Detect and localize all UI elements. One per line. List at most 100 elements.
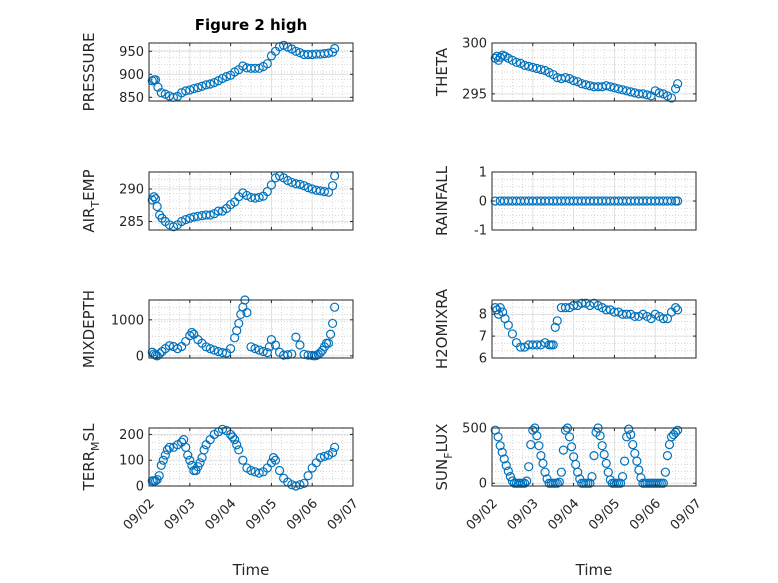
x-axis-label-right: Time [575,561,613,579]
y-tick-label: 500 [462,422,487,437]
data-point [666,196,677,206]
data-point [325,329,336,339]
data-point [609,307,620,317]
data-point [505,472,515,482]
data-point [328,181,338,191]
data-point [254,345,264,355]
data-point [511,57,522,67]
data-point [160,89,170,99]
data-point [495,441,505,451]
y-tick-label: 285 [119,215,144,230]
data-point [254,468,264,478]
data-point [221,71,232,82]
data-point [152,201,162,212]
data-point [262,348,272,358]
data-point [522,476,532,486]
data-point [560,303,571,313]
y-tick-label: 0 [479,477,487,492]
data-point [262,59,272,69]
data-point [642,90,652,100]
data-point [660,467,671,477]
data-point [319,186,330,197]
data-point [560,72,571,83]
subplot-air-temp: 285 290 AIRTEMP [80,169,354,233]
data-point [658,314,668,324]
data-point [201,342,211,352]
y-axis-label: PRESSURE [80,33,98,112]
data-point [189,83,199,94]
data-point [658,478,668,488]
data-point [613,84,624,94]
subplot-theta: 295 300 THETA [433,37,697,103]
data-point [160,450,170,460]
data-point [323,48,334,58]
y-axis-label: H2OMIXRA [433,288,451,369]
data-point [195,458,205,468]
data-point [330,43,340,54]
data-series [147,424,340,491]
axes-box [148,42,354,102]
data-point [534,441,544,451]
data-point [295,480,305,490]
data-point [295,179,305,189]
data-point [662,451,673,461]
data-point [520,60,530,70]
data-point [538,458,548,468]
data-point [303,183,313,193]
data-point [246,465,256,476]
data-point [156,88,166,98]
y-tick-label: 300 [462,37,487,52]
data-point [589,451,599,461]
data-point [291,46,301,56]
data-point [323,338,334,348]
data-point [507,329,518,339]
y-tick-label: -1 [474,224,487,239]
data-point [654,88,664,98]
data-point [254,63,264,73]
figure-title: Figure 2 high [195,16,308,34]
y-tick-label: 295 [462,87,487,102]
data-point [268,453,279,463]
data-point [493,432,503,442]
data-point [550,322,560,332]
data-point [498,307,508,317]
data-point [258,346,268,357]
axes-box [491,427,697,487]
data-point [158,455,168,465]
data-point [234,445,244,455]
data-point [238,61,248,71]
data-point [503,320,513,330]
data-point [209,77,219,88]
data-point [630,311,640,322]
data-point [228,432,238,442]
data-point [315,453,325,463]
data-point [157,346,167,357]
data-point [520,478,530,488]
data-point [205,79,215,89]
data-point [564,432,575,442]
data-point [201,80,211,90]
data-point [515,342,526,352]
data-point [587,472,597,482]
y-tick-label: 0 [479,195,487,210]
data-point [299,478,309,489]
data-point [532,63,542,74]
data-point [609,83,620,93]
data-point [319,451,330,461]
data-point [266,180,276,190]
data-point [209,345,219,355]
data-point [617,85,628,95]
axes-box [148,299,354,359]
data-point [497,447,507,457]
data-point [662,314,673,324]
y-axis-label: RAINFALL [433,165,451,236]
data-point [217,73,228,84]
data-point [262,186,272,197]
data-point [503,466,513,476]
data-point [213,206,223,216]
data-point [599,449,609,460]
data-point [242,308,252,318]
y-axis-label: AIRTEMP [80,169,102,232]
data-point [566,442,577,452]
